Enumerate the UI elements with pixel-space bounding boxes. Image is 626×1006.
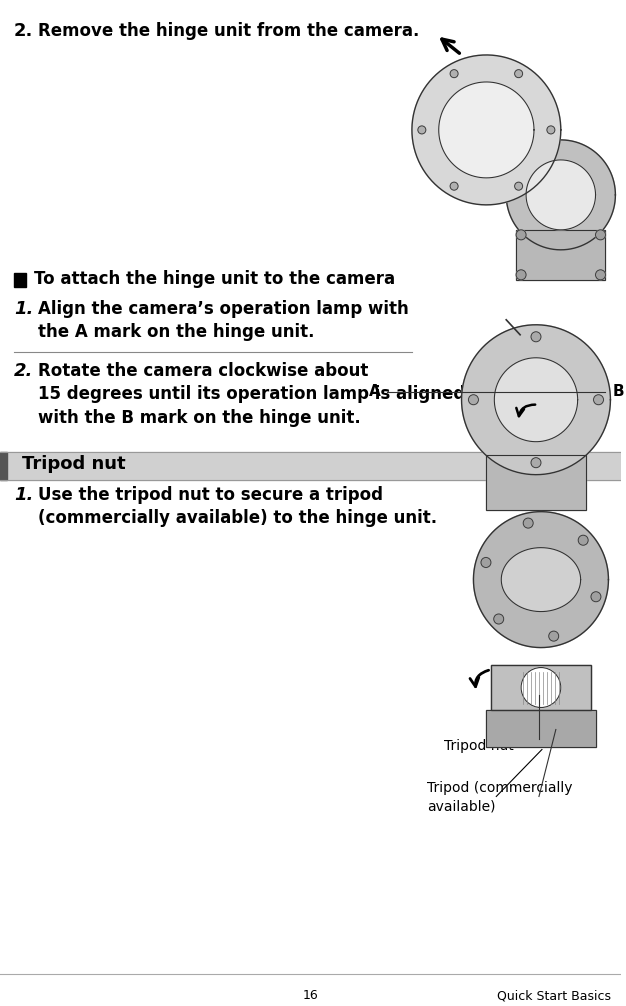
Bar (0, 452, 622, 480)
Text: Tripod (commercially
available): Tripod (commercially available) (427, 782, 572, 814)
Bar (491, 665, 590, 709)
Circle shape (591, 592, 601, 602)
Circle shape (450, 69, 458, 77)
Bar (486, 455, 585, 510)
Text: B: B (612, 384, 624, 399)
Circle shape (418, 126, 426, 134)
Text: 1.: 1. (14, 486, 33, 504)
Polygon shape (526, 160, 595, 229)
Text: Rotate the camera clockwise about
15 degrees until its operation lamp is aligned: Rotate the camera clockwise about 15 deg… (38, 362, 465, 427)
Circle shape (593, 394, 603, 404)
Circle shape (523, 518, 533, 528)
Circle shape (547, 126, 555, 134)
Text: Align the camera’s operation lamp with
the A mark on the hinge unit.: Align the camera’s operation lamp with t… (38, 300, 409, 341)
Text: Quick Start Basics: Quick Start Basics (498, 989, 612, 1002)
Circle shape (549, 631, 558, 641)
Polygon shape (412, 55, 561, 205)
Circle shape (516, 229, 526, 239)
Circle shape (450, 182, 458, 190)
Bar (516, 229, 605, 280)
Polygon shape (495, 358, 578, 442)
Text: Remove the hinge unit from the camera.: Remove the hinge unit from the camera. (38, 22, 419, 40)
Polygon shape (501, 547, 581, 612)
Bar (486, 709, 595, 747)
Polygon shape (439, 81, 534, 178)
Bar (486, 709, 595, 747)
Text: A: A (369, 384, 381, 399)
Bar (516, 229, 605, 280)
Circle shape (481, 557, 491, 567)
Circle shape (494, 614, 504, 624)
Bar (0, 452, 7, 480)
Text: 16: 16 (303, 989, 319, 1002)
Bar (491, 665, 590, 709)
Circle shape (515, 69, 523, 77)
Circle shape (468, 394, 478, 404)
Text: Tripod nut: Tripod nut (444, 739, 513, 753)
Circle shape (521, 668, 561, 707)
Polygon shape (461, 325, 610, 475)
Circle shape (531, 332, 541, 342)
Bar (486, 455, 585, 510)
Text: Use the tripod nut to secure a tripod
(commercially available) to the hinge unit: Use the tripod nut to secure a tripod (c… (38, 486, 437, 527)
Circle shape (516, 270, 526, 280)
Circle shape (595, 270, 605, 280)
Text: Tripod nut: Tripod nut (22, 455, 125, 473)
Polygon shape (473, 512, 608, 648)
Bar (14, 273, 26, 287)
Text: 2.: 2. (14, 22, 33, 40)
Circle shape (595, 229, 605, 239)
Circle shape (531, 458, 541, 468)
Text: To attach the hinge unit to the camera: To attach the hinge unit to the camera (34, 270, 395, 288)
Text: 1.: 1. (14, 300, 33, 318)
Circle shape (515, 182, 523, 190)
Polygon shape (506, 140, 615, 249)
Text: 2.: 2. (14, 362, 33, 379)
Circle shape (578, 535, 588, 545)
